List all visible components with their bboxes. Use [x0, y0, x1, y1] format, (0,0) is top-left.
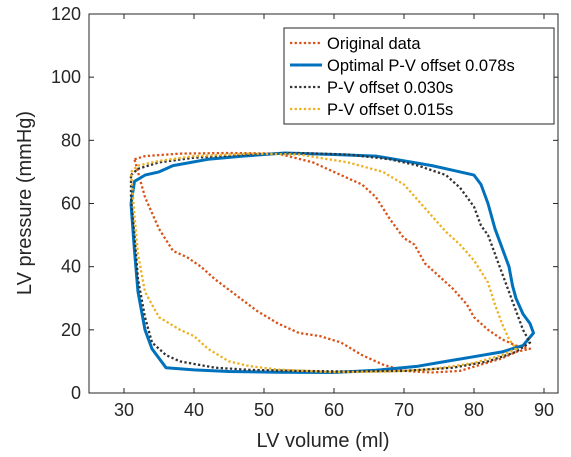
series-line-p-v-offset-0-015s [129, 152, 518, 374]
y-axis-label: LV pressure (mmHg) [14, 111, 36, 295]
y-tick-label: 40 [61, 257, 81, 277]
x-tick-label: 70 [394, 400, 414, 420]
series-layer [129, 151, 535, 374]
legend-entry-label: P-V offset 0.030s [327, 79, 453, 97]
y-tick-label: 0 [71, 383, 81, 403]
x-tick-label: 40 [184, 400, 204, 420]
legend: Original data Optimal P-V offset 0.078s P-… [283, 27, 555, 125]
x-tick-label: 80 [464, 400, 484, 420]
y-tick-label: 120 [51, 4, 81, 24]
y-tick-label: 100 [51, 67, 81, 87]
series-line-optimal-p-v-offset-0-078s [129, 151, 535, 374]
x-axis-label: LV volume (ml) [257, 430, 390, 452]
y-tick-label: 60 [61, 194, 81, 214]
x-tick-label: 50 [254, 400, 274, 420]
axis-ticks: 30 40 50 60 70 80 90 0 20 40 60 80 100 120 [51, 4, 558, 420]
y-tick-label: 80 [61, 130, 81, 150]
legend-box [283, 27, 555, 125]
x-tick-label: 30 [114, 400, 134, 420]
legend-entry-label: P-V offset 0.015s [327, 101, 453, 119]
legend-entry-label: Optimal P-V offset 0.078s [327, 57, 515, 75]
legend-entry-label: Original data [327, 35, 421, 53]
series-line-p-v-offset-0-030s [129, 151, 532, 373]
x-tick-label: 90 [534, 400, 554, 420]
y-tick-label: 20 [61, 320, 81, 340]
x-tick-label: 60 [324, 400, 344, 420]
series-line-original-data [133, 151, 532, 374]
